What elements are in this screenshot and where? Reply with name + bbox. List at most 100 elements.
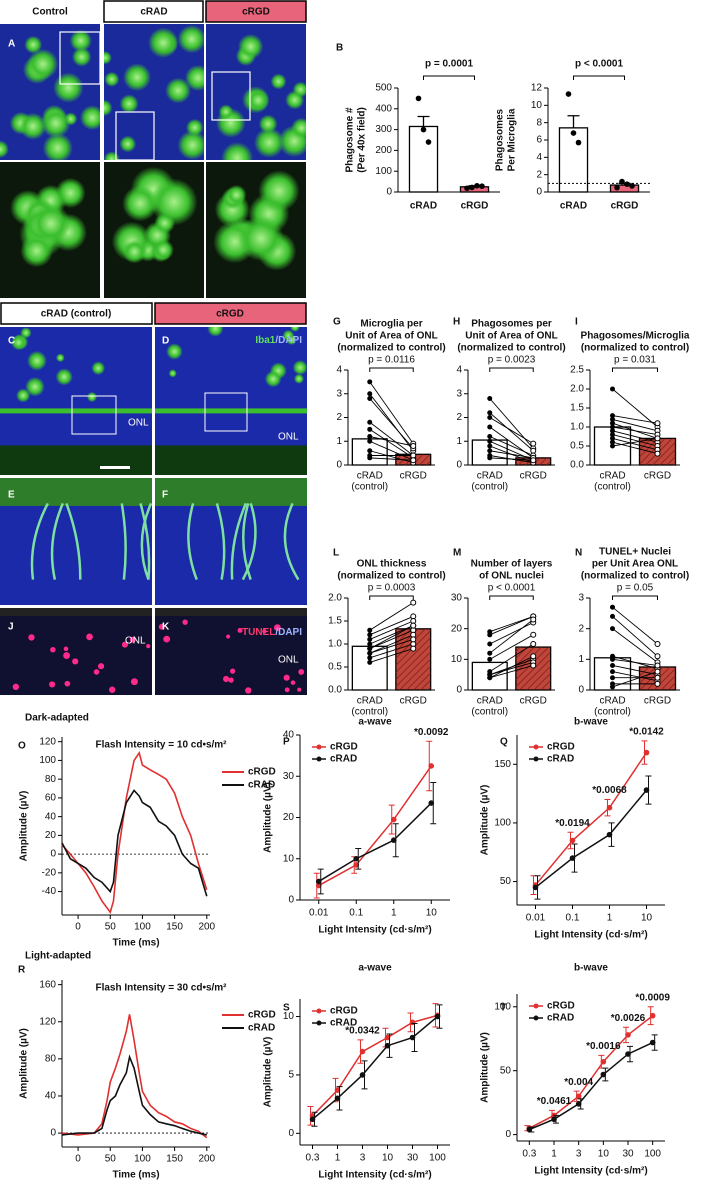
image-content <box>155 608 307 694</box>
pair-line <box>369 393 414 452</box>
cell <box>165 77 191 104</box>
process <box>187 503 198 581</box>
data-point <box>610 416 615 422</box>
data-point <box>367 434 373 439</box>
panel-letter: K <box>162 622 170 633</box>
image-content <box>104 24 204 160</box>
y-tick-label: 3 <box>336 388 342 399</box>
nucleus <box>146 643 151 649</box>
data-point <box>569 837 576 844</box>
x-tick-label: (control) <box>594 707 631 718</box>
onl-label: ONL <box>128 418 149 429</box>
scale-bar <box>100 466 130 469</box>
y-axis-label: Per Microglia <box>507 108 518 171</box>
legend-marker <box>316 1020 322 1026</box>
y-tick-label: 0 <box>505 1129 511 1140</box>
y-tick-label: 1.5 <box>328 616 342 627</box>
cell <box>16 388 31 403</box>
section-heading: Dark-adapted <box>25 713 89 724</box>
chart-title: Number of layers <box>471 559 553 570</box>
series-line <box>311 1014 438 1117</box>
y-tick-label: 40 <box>45 811 57 822</box>
nucleus <box>12 683 20 691</box>
panel-letter: O <box>18 741 26 752</box>
p-value: p = 0.05 <box>617 583 654 594</box>
y-tick-label: 6 <box>536 135 542 146</box>
pair-line <box>369 643 414 659</box>
cell <box>40 108 71 138</box>
pair-line <box>489 417 534 445</box>
image-content <box>155 327 307 475</box>
p-bracket <box>489 367 534 372</box>
data-point <box>487 650 493 656</box>
data-point <box>410 622 417 629</box>
annotation: *0.0142 <box>629 727 664 738</box>
data-point <box>654 680 661 687</box>
header-box <box>0 302 153 325</box>
y-tick-label: 0 <box>288 1128 294 1139</box>
y-tick-label: 20 <box>283 812 295 823</box>
process <box>241 503 257 581</box>
y-tick-label: 0.5 <box>328 662 342 673</box>
annotation: *0.0068 <box>592 785 627 796</box>
data-point <box>487 656 493 662</box>
y-tick-label: 4 <box>536 152 542 163</box>
legend-marker <box>533 744 539 750</box>
header-box <box>205 0 307 23</box>
annotation: *0.0026 <box>611 1013 646 1024</box>
inset-box <box>204 392 248 432</box>
y-tick-label: 50 <box>500 876 512 887</box>
nucleus <box>93 669 100 675</box>
y-tick-label: -40 <box>42 886 57 897</box>
y-tick-label: 2.5 <box>570 365 584 376</box>
data-point <box>487 443 493 449</box>
stain-label: Iba1/DAPI <box>255 335 302 346</box>
data-point <box>530 641 537 647</box>
pair-line <box>369 398 414 449</box>
cell <box>53 72 84 103</box>
pair-line <box>612 426 658 436</box>
data-point <box>487 641 493 647</box>
data-point <box>487 675 493 681</box>
x-tick-label: cRAD <box>599 696 625 707</box>
data-point <box>367 438 373 444</box>
pair-line <box>489 615 534 636</box>
data-point <box>610 669 615 675</box>
chart-title: Flash Intensity = 10 cd•s/m² <box>95 740 227 751</box>
inset-box <box>211 71 251 121</box>
cell <box>238 215 284 262</box>
data-point <box>565 91 572 97</box>
x-tick-label: 10 <box>598 1149 610 1160</box>
stain-2: /DAPI <box>275 627 302 638</box>
data-point <box>415 95 422 102</box>
cell <box>79 105 100 131</box>
pair-line <box>369 457 414 461</box>
series-line <box>529 1041 653 1131</box>
data-point <box>526 1126 533 1133</box>
data-point <box>610 428 615 434</box>
data-point <box>367 379 373 385</box>
cell <box>10 334 27 351</box>
x-tick-label: 0 <box>75 922 81 933</box>
layer <box>155 608 307 616</box>
x-tick-label: 3 <box>360 1153 366 1164</box>
data-point <box>624 181 630 187</box>
x-tick-label: (control) <box>351 707 388 718</box>
pair-line <box>369 421 414 456</box>
cell <box>24 35 43 54</box>
onl-label: ONL <box>278 432 299 443</box>
y-tick-label: 400 <box>375 103 392 114</box>
data-point <box>654 450 661 457</box>
column-label: cRGD <box>216 309 244 320</box>
x-axis-label: Light Intensity (cd·s/m²) <box>534 930 647 941</box>
pair-line <box>369 450 414 464</box>
x-tick-label: 100 <box>134 922 151 933</box>
cell <box>55 368 73 386</box>
chart-title: Unit of Area of ONL <box>465 331 557 342</box>
data-point <box>570 130 577 136</box>
y-tick-label: 10 <box>531 100 543 111</box>
y-tick-label: 300 <box>375 124 392 135</box>
nucleus <box>228 677 234 683</box>
x-tick-label: cRGD <box>644 696 671 707</box>
